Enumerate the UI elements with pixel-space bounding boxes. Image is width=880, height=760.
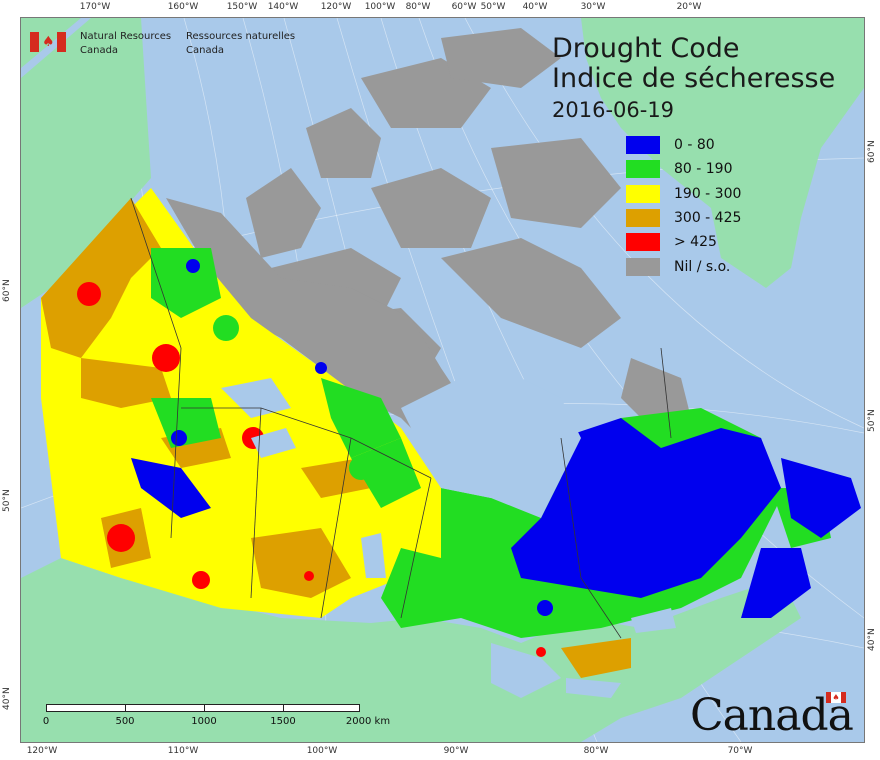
legend-item: > 425 (626, 233, 826, 253)
legend-swatch (626, 185, 660, 203)
lon-label-top: 40°W (522, 2, 548, 12)
scale-bar: 0 500 1000 1500 2000 km (42, 704, 390, 734)
map-title-fr: Indice de sécheresse (552, 63, 836, 94)
agency-fr-line1: Ressources naturelles (186, 31, 296, 42)
legend-swatch (626, 209, 660, 227)
lon-label-top: 140°W (267, 2, 299, 12)
great-lakes (491, 643, 621, 698)
lon-label-bottom: 70°W (727, 746, 753, 756)
alaska-land (21, 18, 151, 308)
scale-segment (46, 704, 126, 712)
lon-label-top: 170°W (79, 2, 111, 12)
scale-label: 0 (42, 716, 50, 727)
zone-over-425 (77, 282, 546, 657)
legend-label: 190 - 300 (674, 186, 742, 202)
legend-item: 0 - 80 (626, 136, 826, 156)
lat-label-left: 40°N (2, 687, 12, 710)
legend-label: Nil / s.o. (674, 259, 731, 275)
lon-label-top: 30°W (580, 2, 606, 12)
zone-0-80 (131, 259, 861, 618)
lon-label-bottom: 120°W (26, 746, 58, 756)
scale-label: 500 (115, 716, 135, 727)
scale-segment (204, 704, 284, 712)
scale-segment (283, 704, 360, 712)
russia-land (21, 18, 81, 68)
lon-label-top: 60°W (451, 2, 477, 12)
legend-swatch (626, 136, 660, 154)
legend-label: 300 - 425 (674, 210, 742, 226)
drought-code-map (20, 17, 865, 743)
hudson-bay (401, 378, 581, 518)
map-title-en: Drought Code (552, 33, 740, 64)
legend-item: 190 - 300 (626, 185, 826, 205)
greenland-land (581, 18, 864, 288)
legend-swatch (626, 160, 660, 178)
scale-label: 1500 (270, 716, 296, 727)
lon-label-bottom: 100°W (306, 746, 338, 756)
legend-label: 0 - 80 (674, 137, 715, 153)
canada-north-nodata (166, 198, 461, 438)
legend-item: 80 - 190 (626, 160, 826, 180)
agency-name-fr: Ressources naturelles Canada (186, 30, 295, 58)
legend-swatch (626, 258, 660, 276)
scale-segment (125, 704, 205, 712)
agency-fr-line2: Canada (186, 45, 225, 56)
lon-label-top: 120°W (320, 2, 352, 12)
map-date: 2016-06-19 (552, 98, 675, 122)
canada-flag-icon: ♠ (30, 32, 66, 52)
lon-label-top: 160°W (167, 2, 199, 12)
legend-item: 300 - 425 (626, 209, 826, 229)
lat-label-left: 60°N (2, 279, 12, 302)
lat-label-right: 50°N (867, 409, 877, 432)
wordmark-flag-icon: ♠ (826, 692, 846, 703)
agency-name-en: Natural Resources Canada (80, 30, 171, 58)
legend-label: > 425 (674, 234, 717, 250)
lon-label-top: 20°W (676, 2, 702, 12)
agency-en-line1: Natural Resources (80, 31, 172, 42)
legend-label: 80 - 190 (674, 161, 733, 177)
scale-label: 2000 km (345, 716, 391, 727)
map-canvas (21, 18, 864, 742)
inland-lakes (221, 378, 676, 633)
legend-item: Nil / s.o. (626, 258, 826, 278)
lon-label-top: 100°W (364, 2, 396, 12)
agency-en-line2: Canada (80, 45, 119, 56)
lon-label-top: 80°W (405, 2, 431, 12)
lat-label-right: 40°N (867, 628, 877, 651)
lat-label-right: 60°N (867, 140, 877, 163)
legend-swatch (626, 233, 660, 251)
scale-label: 1000 (191, 716, 217, 727)
map-title-block: Drought Code Indice de sécheresse 2016-0… (552, 34, 835, 124)
lon-label-bottom: 80°W (583, 746, 609, 756)
provincial-boundaries (130, 197, 672, 639)
lon-label-top: 50°W (480, 2, 506, 12)
lon-label-bottom: 110°W (167, 746, 199, 756)
lon-label-top: 150°W (226, 2, 258, 12)
lon-label-bottom: 90°W (443, 746, 469, 756)
lat-label-left: 50°N (2, 489, 12, 512)
